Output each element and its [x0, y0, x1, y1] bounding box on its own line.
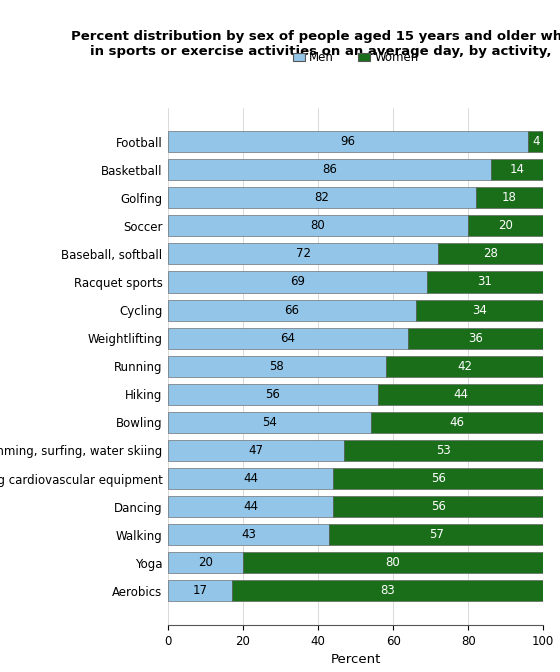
Bar — [243, 552, 543, 573]
Bar — [168, 581, 232, 601]
Bar — [333, 468, 543, 489]
Bar — [168, 131, 528, 152]
Text: 14: 14 — [510, 163, 524, 176]
Bar — [168, 412, 371, 433]
Bar — [528, 131, 543, 152]
Text: 82: 82 — [314, 192, 329, 204]
Bar — [168, 187, 475, 208]
Bar — [168, 440, 344, 461]
Text: 34: 34 — [472, 304, 487, 317]
Bar — [168, 159, 491, 180]
Bar — [416, 300, 543, 321]
Text: 44: 44 — [243, 472, 258, 485]
Bar — [168, 552, 243, 573]
Bar — [468, 215, 543, 237]
Text: 96: 96 — [340, 135, 356, 148]
Bar — [386, 355, 543, 377]
Text: 80: 80 — [386, 556, 400, 569]
Bar — [168, 355, 386, 377]
Text: 4: 4 — [532, 135, 539, 148]
Text: 69: 69 — [290, 276, 305, 288]
Text: 56: 56 — [265, 388, 281, 401]
Text: 83: 83 — [380, 585, 395, 597]
Text: 36: 36 — [468, 332, 483, 345]
Text: 80: 80 — [311, 219, 325, 233]
Text: 28: 28 — [483, 247, 498, 261]
Bar — [344, 440, 543, 461]
Text: 57: 57 — [429, 528, 444, 541]
Text: 56: 56 — [431, 500, 446, 513]
Bar — [168, 468, 333, 489]
Bar — [168, 496, 333, 517]
Text: 66: 66 — [284, 304, 299, 317]
Text: 56: 56 — [431, 472, 446, 485]
X-axis label: Percent: Percent — [330, 653, 381, 666]
Bar — [408, 328, 543, 349]
Bar — [329, 524, 543, 545]
Text: 46: 46 — [450, 416, 464, 429]
Bar — [232, 581, 543, 601]
Bar — [491, 159, 543, 180]
Bar — [333, 496, 543, 517]
Text: 64: 64 — [281, 332, 296, 345]
Bar — [168, 300, 416, 321]
Bar — [168, 384, 378, 405]
Text: 42: 42 — [457, 360, 472, 373]
Bar — [378, 384, 543, 405]
Text: 31: 31 — [478, 276, 492, 288]
Bar — [475, 187, 543, 208]
Text: 44: 44 — [243, 500, 258, 513]
Text: 53: 53 — [436, 444, 451, 457]
Bar — [427, 271, 543, 292]
Text: 20: 20 — [198, 556, 213, 569]
Text: 72: 72 — [296, 247, 311, 261]
Bar — [168, 328, 408, 349]
Text: 54: 54 — [262, 416, 277, 429]
Text: 44: 44 — [453, 388, 468, 401]
Bar — [168, 243, 438, 265]
Text: 86: 86 — [322, 163, 337, 176]
Title: Percent distribution by sex of people aged 15 years and older who engaged
in spo: Percent distribution by sex of people ag… — [71, 30, 560, 58]
Text: 47: 47 — [249, 444, 264, 457]
Text: 20: 20 — [498, 219, 513, 233]
Text: 58: 58 — [269, 360, 284, 373]
Bar — [168, 524, 329, 545]
Text: 17: 17 — [193, 585, 207, 597]
Text: 18: 18 — [502, 192, 517, 204]
Legend: Men, Women: Men, Women — [288, 46, 423, 69]
Bar — [438, 243, 543, 265]
Bar — [371, 412, 543, 433]
Bar — [168, 215, 468, 237]
Bar — [168, 271, 427, 292]
Text: 43: 43 — [241, 528, 256, 541]
